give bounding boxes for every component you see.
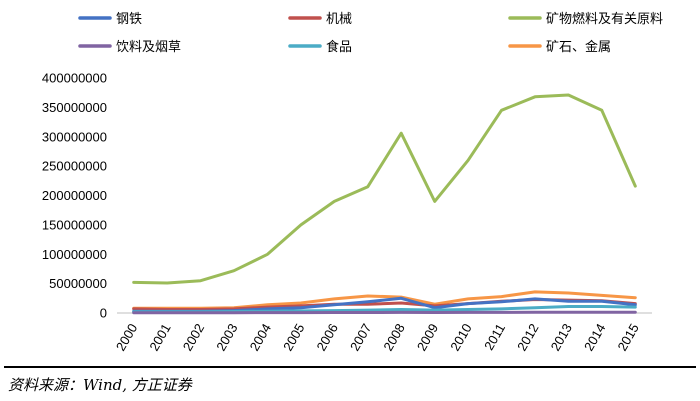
x-tick-label: 2001 <box>146 321 173 354</box>
x-tick-label: 2010 <box>447 321 474 354</box>
x-tick-label: 2015 <box>614 321 641 354</box>
x-tick-label: 2003 <box>213 321 240 354</box>
x-tick-label: 2011 <box>481 321 508 353</box>
x-tick-label: 2012 <box>514 321 541 354</box>
y-tick-label: 200000000 <box>42 188 107 203</box>
x-tick-label: 2008 <box>380 321 407 354</box>
x-tick-label: 2000 <box>113 321 140 354</box>
y-tick-label: 150000000 <box>42 217 107 232</box>
y-tick-label: 100000000 <box>42 247 107 262</box>
legend-label: 食品 <box>326 39 352 55</box>
x-tick-label: 2007 <box>347 321 374 354</box>
y-tick-label: 350000000 <box>42 100 107 115</box>
x-tick-label: 2006 <box>313 321 340 354</box>
legend-label: 矿石、金属 <box>546 39 611 55</box>
x-tick-label: 2013 <box>548 321 575 354</box>
y-tick-label: 0 <box>100 306 107 321</box>
legend-label: 矿物燃料及有关原料 <box>546 11 663 27</box>
legend-label: 机械 <box>326 12 352 27</box>
y-tick-label: 250000000 <box>42 159 107 174</box>
x-tick-label: 2005 <box>280 321 307 354</box>
legend-label: 饮料及烟草 <box>116 40 181 55</box>
legend-label: 钢铁 <box>116 12 142 27</box>
source-note: 资料来源：Wind, 方正证券 <box>8 376 192 394</box>
y-tick-label: 300000000 <box>42 129 107 144</box>
y-tick-label: 50000000 <box>49 276 107 291</box>
series-line-3 <box>132 93 637 285</box>
y-tick-label: 400000000 <box>42 71 107 86</box>
x-tick-label: 2002 <box>180 321 207 354</box>
x-tick-label: 2004 <box>247 321 274 354</box>
source-divider <box>4 366 696 368</box>
x-tick-label: 2014 <box>581 321 608 354</box>
x-tick-label: 2009 <box>414 321 441 354</box>
series-line-4 <box>132 310 637 315</box>
